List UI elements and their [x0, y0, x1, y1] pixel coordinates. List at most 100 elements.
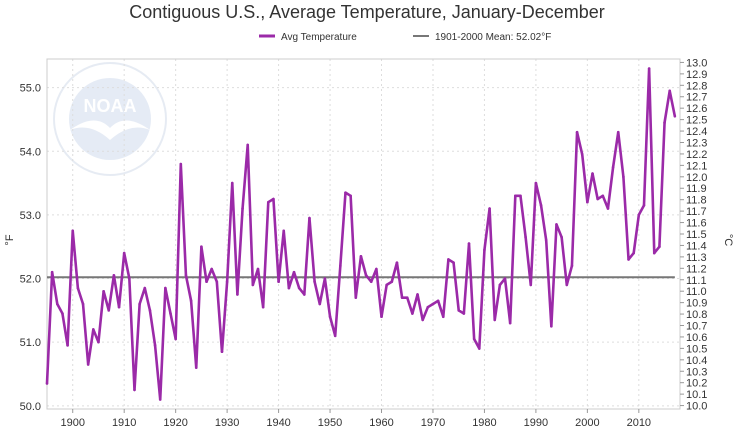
data-point[interactable] — [282, 229, 286, 233]
data-point[interactable] — [50, 270, 54, 274]
data-point[interactable] — [194, 366, 198, 369]
data-point[interactable] — [498, 283, 502, 287]
data-point[interactable] — [591, 172, 594, 175]
data-point[interactable] — [287, 286, 291, 290]
data-point[interactable] — [421, 318, 424, 322]
data-point[interactable] — [514, 194, 517, 198]
data-point[interactable] — [673, 114, 677, 118]
data-point[interactable] — [86, 363, 90, 366]
data-point[interactable] — [215, 280, 219, 284]
data-point[interactable] — [184, 274, 188, 277]
data-point[interactable] — [143, 286, 147, 290]
data-point[interactable] — [333, 334, 337, 338]
data-point[interactable] — [256, 267, 260, 271]
data-point[interactable] — [81, 302, 85, 306]
data-point[interactable] — [570, 264, 574, 268]
legend-label-mean[interactable]: 1901-2000 Mean: 52.02°F — [435, 32, 551, 43]
data-point[interactable] — [277, 280, 280, 284]
data-point[interactable] — [627, 258, 630, 261]
data-point[interactable] — [251, 283, 255, 287]
data-point[interactable] — [225, 280, 229, 284]
data-point[interactable] — [622, 175, 625, 179]
data-point[interactable] — [550, 324, 553, 328]
data-point[interactable] — [441, 315, 445, 319]
data-point[interactable] — [148, 309, 152, 312]
data-point[interactable] — [400, 296, 404, 299]
data-point[interactable] — [493, 318, 497, 322]
data-point[interactable] — [637, 213, 641, 217]
data-point[interactable] — [477, 347, 481, 350]
data-point[interactable] — [45, 382, 49, 385]
data-point[interactable] — [117, 305, 121, 309]
data-point[interactable] — [220, 350, 224, 354]
data-point[interactable] — [354, 296, 358, 299]
data-point[interactable] — [575, 130, 579, 134]
data-point[interactable] — [457, 309, 461, 312]
data-point[interactable] — [303, 293, 306, 296]
data-point[interactable] — [508, 321, 512, 325]
legend[interactable]: Avg Temperature 1901-2000 Mean: 52.02°F — [259, 32, 551, 43]
data-point[interactable] — [426, 305, 430, 309]
data-point[interactable] — [158, 398, 162, 401]
data-point[interactable] — [503, 277, 507, 280]
data-point[interactable] — [642, 204, 646, 207]
data-point[interactable] — [601, 194, 605, 198]
data-point[interactable] — [97, 340, 100, 344]
data-point[interactable] — [519, 194, 522, 198]
data-point[interactable] — [55, 302, 59, 306]
data-point[interactable] — [539, 204, 543, 207]
data-point[interactable] — [344, 191, 347, 194]
data-point[interactable] — [565, 283, 569, 287]
data-point[interactable] — [122, 251, 126, 255]
data-point[interactable] — [272, 197, 275, 201]
data-point[interactable] — [339, 264, 342, 268]
data-point[interactable] — [241, 207, 244, 210]
data-point[interactable] — [431, 302, 435, 306]
data-point[interactable] — [230, 181, 234, 185]
data-point[interactable] — [128, 277, 131, 280]
data-point[interactable] — [385, 283, 388, 287]
data-point[interactable] — [318, 302, 322, 306]
data-point[interactable] — [133, 388, 136, 392]
legend-label-avg-temperature[interactable]: Avg Temperature — [281, 32, 357, 43]
data-point[interactable] — [555, 223, 558, 226]
data-point[interactable] — [71, 229, 75, 233]
data-point[interactable] — [174, 337, 177, 341]
data-point[interactable] — [189, 299, 193, 303]
data-point[interactable] — [436, 299, 440, 303]
data-point[interactable] — [328, 315, 332, 319]
data-point[interactable] — [411, 312, 414, 315]
data-point[interactable] — [61, 312, 64, 315]
data-point[interactable] — [668, 89, 672, 93]
data-point[interactable] — [395, 261, 399, 264]
data-point[interactable] — [107, 309, 111, 312]
data-point[interactable] — [632, 251, 635, 255]
data-point[interactable] — [606, 207, 610, 210]
data-point[interactable] — [92, 328, 95, 331]
data-point[interactable] — [560, 235, 563, 239]
data-point[interactable] — [375, 267, 378, 271]
data-point[interactable] — [416, 293, 419, 296]
data-point[interactable] — [102, 289, 105, 293]
data-point[interactable] — [652, 251, 656, 255]
data-point[interactable] — [200, 245, 203, 249]
data-point[interactable] — [66, 344, 69, 347]
data-point[interactable] — [488, 207, 491, 210]
data-point[interactable] — [405, 296, 409, 299]
data-point[interactable] — [359, 254, 363, 258]
data-point[interactable] — [297, 286, 301, 290]
data-point[interactable] — [169, 312, 172, 315]
data-point[interactable] — [467, 242, 471, 245]
data-point[interactable] — [447, 258, 450, 261]
data-point[interactable] — [261, 305, 265, 309]
data-point[interactable] — [658, 245, 661, 249]
data-point[interactable] — [246, 143, 250, 147]
data-point[interactable] — [364, 274, 368, 277]
data-point[interactable] — [112, 274, 116, 277]
data-point[interactable] — [596, 197, 599, 201]
data-point[interactable] — [472, 337, 476, 341]
data-point[interactable] — [308, 216, 311, 220]
data-point[interactable] — [164, 286, 167, 290]
data-point[interactable] — [534, 181, 538, 185]
data-point[interactable] — [586, 200, 589, 204]
